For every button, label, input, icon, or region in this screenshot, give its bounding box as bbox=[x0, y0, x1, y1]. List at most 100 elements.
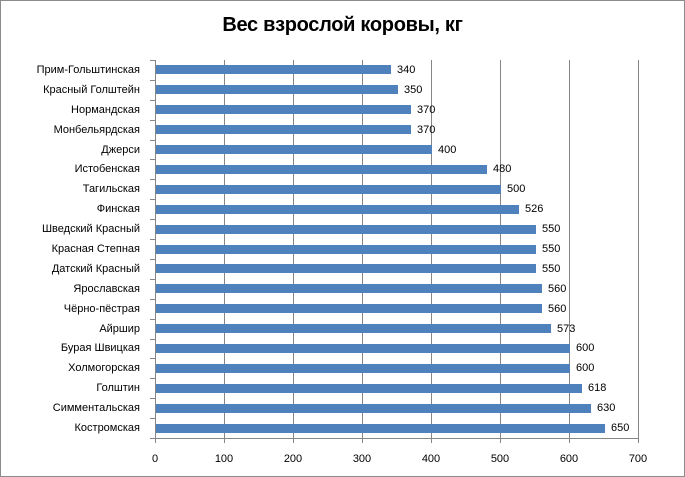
category-label: Чёрно-пёстрая bbox=[63, 303, 140, 315]
y-tick bbox=[150, 239, 155, 240]
bar-value-label: 650 bbox=[611, 422, 630, 434]
bar-value-label: 573 bbox=[557, 323, 576, 335]
y-tick bbox=[150, 80, 155, 81]
bar-value-label: 600 bbox=[576, 342, 595, 354]
y-tick bbox=[150, 438, 155, 439]
x-tick-label: 0 bbox=[151, 453, 159, 465]
category-label: Бурая Швицкая bbox=[60, 342, 140, 354]
category-label: Финская bbox=[96, 203, 140, 215]
y-tick bbox=[150, 179, 155, 180]
y-tick bbox=[150, 100, 155, 101]
bar-value-label: 560 bbox=[548, 303, 567, 315]
y-tick bbox=[150, 140, 155, 141]
x-tick-label: 300 bbox=[352, 453, 372, 465]
y-tick bbox=[150, 358, 155, 359]
x-tick bbox=[224, 438, 225, 443]
bar-value-label: 550 bbox=[542, 263, 561, 275]
bar-value-label: 340 bbox=[397, 64, 416, 76]
category-label: Красный Голштейн bbox=[43, 84, 140, 96]
x-tick bbox=[569, 438, 570, 443]
bar bbox=[156, 225, 536, 234]
bar bbox=[156, 284, 542, 293]
chart-title: Вес взрослой коровы, кг bbox=[222, 14, 463, 36]
bar bbox=[156, 245, 536, 254]
bar-value-label: 630 bbox=[597, 402, 616, 414]
category-label: Нормандская bbox=[71, 104, 140, 116]
bar bbox=[156, 304, 542, 313]
x-tick-label: 500 bbox=[490, 453, 510, 465]
x-axis bbox=[155, 438, 638, 439]
y-tick bbox=[150, 299, 155, 300]
y-tick bbox=[150, 418, 155, 419]
y-tick bbox=[150, 219, 155, 220]
bar bbox=[156, 85, 398, 94]
category-label: Красная Степная bbox=[51, 243, 140, 255]
plot-area: 340 350 370 370 400 480 500 526 550 550 550 560 560 5… bbox=[150, 60, 639, 443]
bar-value-label: 550 bbox=[542, 243, 561, 255]
x-tick bbox=[293, 438, 294, 443]
bar bbox=[156, 125, 411, 134]
x-tick bbox=[431, 438, 432, 443]
x-tick-label: 200 bbox=[283, 453, 303, 465]
bar-value-label: 618 bbox=[588, 382, 607, 394]
bar bbox=[156, 364, 570, 373]
y-axis bbox=[155, 60, 156, 438]
bar-value-label: 600 bbox=[576, 362, 595, 374]
bar bbox=[156, 185, 501, 194]
category-label: Шведский Красный bbox=[41, 223, 140, 235]
y-tick bbox=[150, 159, 155, 160]
bar bbox=[156, 205, 519, 214]
x-tick bbox=[155, 438, 156, 443]
bar bbox=[156, 384, 582, 393]
y-tick bbox=[150, 398, 155, 399]
gridline bbox=[569, 60, 570, 438]
x-tick-label: 100 bbox=[214, 453, 234, 465]
category-label: Голштин bbox=[96, 382, 140, 394]
bar-value-label: 370 bbox=[417, 104, 436, 116]
bar bbox=[156, 404, 591, 413]
category-label: Джерси bbox=[101, 144, 140, 156]
category-label: Тагильская bbox=[82, 183, 140, 195]
x-tick-label: 600 bbox=[559, 453, 579, 465]
gridline bbox=[638, 60, 639, 438]
x-tick bbox=[500, 438, 501, 443]
y-tick bbox=[150, 60, 155, 61]
bar bbox=[156, 165, 487, 174]
y-tick bbox=[150, 120, 155, 121]
bar-value-label: 550 bbox=[542, 223, 561, 235]
category-label: Костромская bbox=[74, 422, 141, 434]
x-tick bbox=[638, 438, 639, 443]
category-label: Симментальская bbox=[52, 402, 140, 414]
bar bbox=[156, 424, 605, 433]
bar bbox=[156, 105, 411, 114]
y-tick bbox=[150, 279, 155, 280]
y-tick bbox=[150, 259, 155, 260]
bar-value-label: 480 bbox=[493, 163, 512, 175]
y-tick bbox=[150, 319, 155, 320]
y-tick bbox=[150, 339, 155, 340]
bar-value-label: 400 bbox=[438, 144, 457, 156]
bar bbox=[156, 65, 391, 74]
bar-value-label: 500 bbox=[507, 183, 526, 195]
category-label: Прим-Гольштинская bbox=[36, 64, 140, 76]
category-label: Истобенская bbox=[74, 163, 140, 175]
bar-value-label: 526 bbox=[525, 203, 544, 215]
category-label: Холмогорская bbox=[68, 362, 140, 374]
category-label: Датский Красный bbox=[51, 263, 140, 275]
x-tick-label: 700 bbox=[628, 453, 648, 465]
category-label: Айршир bbox=[99, 323, 140, 335]
bar-value-label: 350 bbox=[404, 84, 423, 96]
x-tick-label: 400 bbox=[421, 453, 441, 465]
bar bbox=[156, 145, 432, 154]
bar bbox=[156, 264, 536, 273]
category-label: Ярославская bbox=[73, 283, 140, 295]
bar-value-label: 560 bbox=[548, 283, 567, 295]
bar bbox=[156, 324, 551, 333]
category-label: Монбельярдская bbox=[53, 124, 140, 136]
bar-value-label: 370 bbox=[417, 124, 436, 136]
x-tick bbox=[362, 438, 363, 443]
bar bbox=[156, 344, 570, 353]
y-tick bbox=[150, 378, 155, 379]
y-tick bbox=[150, 199, 155, 200]
